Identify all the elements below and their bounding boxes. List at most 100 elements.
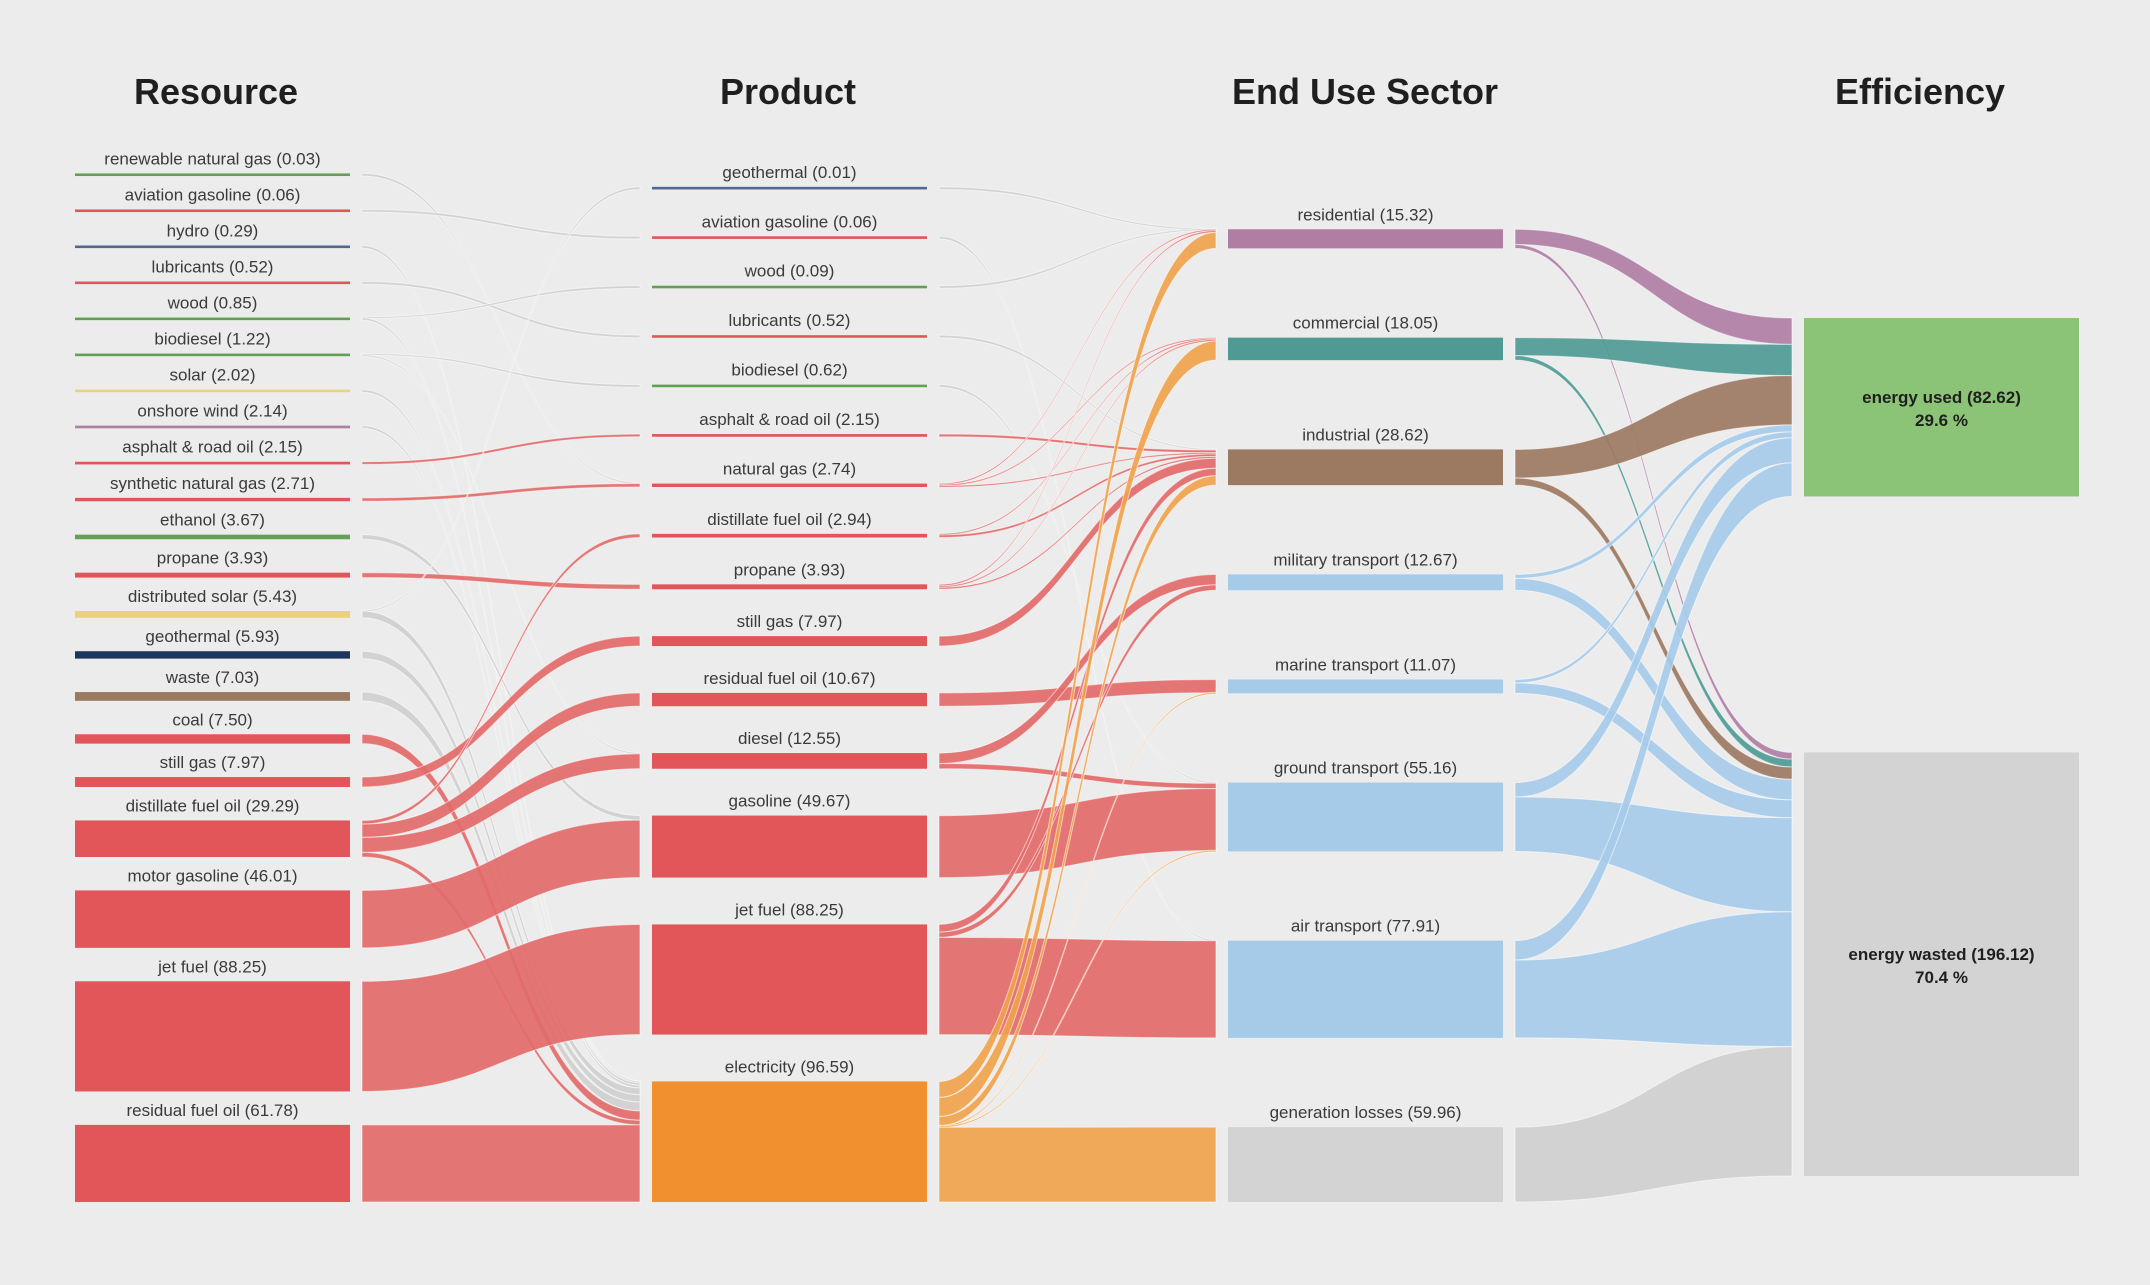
node-r_wood[interactable] bbox=[75, 317, 350, 321]
node-p_geo[interactable] bbox=[652, 186, 927, 190]
link-s_air-e_waste bbox=[1514, 911, 1793, 1048]
node-r_asph[interactable] bbox=[75, 461, 350, 465]
link-p_elec-s_gen bbox=[938, 1126, 1217, 1203]
node-label-p_prop: propane (3.93) bbox=[734, 560, 846, 579]
node-label-p_biod: biodiesel (0.62) bbox=[731, 361, 847, 380]
link-p_elec-s_gnd bbox=[938, 849, 1217, 1129]
node-label-r_prop: propane (3.93) bbox=[157, 549, 269, 568]
node-label-r_solar: solar (2.02) bbox=[170, 366, 256, 385]
node-r_resid[interactable] bbox=[75, 1124, 350, 1202]
node-r_hydro[interactable] bbox=[75, 245, 350, 249]
node-r_avgas[interactable] bbox=[75, 209, 350, 213]
node-s_com[interactable] bbox=[1228, 337, 1503, 361]
node-r_still[interactable] bbox=[75, 777, 350, 788]
link-r_dsolar-p_geo bbox=[361, 186, 641, 613]
node-label-r_avgas: aviation gasoline (0.06) bbox=[125, 185, 301, 204]
link-p_diesel-s_gnd bbox=[938, 763, 1217, 790]
node-s_ind[interactable] bbox=[1228, 449, 1503, 486]
node-r_solar[interactable] bbox=[75, 389, 350, 393]
node-p_still[interactable] bbox=[652, 636, 927, 647]
node-p_wood[interactable] bbox=[652, 285, 927, 289]
node-r_rng[interactable] bbox=[75, 173, 350, 177]
node-label-r_hydro: hydro (0.29) bbox=[167, 221, 259, 240]
efficiency-label-e_waste: energy wasted (196.12) bbox=[1848, 945, 2034, 964]
node-r_mgas[interactable] bbox=[75, 890, 350, 948]
node-label-r_lubr: lubricants (0.52) bbox=[152, 258, 274, 277]
node-label-r_wind: onshore wind (2.14) bbox=[137, 402, 287, 421]
link-r_mgas-p_gasol bbox=[361, 819, 641, 949]
node-r_lubr[interactable] bbox=[75, 281, 350, 285]
link-r_avgas-p_avgas bbox=[361, 208, 641, 240]
node-r_geo[interactable] bbox=[75, 651, 350, 659]
column-title-product: Product bbox=[720, 71, 856, 112]
node-r_waste[interactable] bbox=[75, 692, 350, 701]
node-r_biod[interactable] bbox=[75, 353, 350, 357]
link-p_jet-s_mil bbox=[938, 584, 1217, 938]
node-s_mil[interactable] bbox=[1228, 574, 1503, 591]
node-label-p_wood: wood (0.09) bbox=[744, 262, 835, 281]
node-s_air[interactable] bbox=[1228, 940, 1503, 1038]
node-label-p_diesel: diesel (12.55) bbox=[738, 729, 841, 748]
link-r_dist-p_diesel bbox=[361, 753, 641, 853]
node-label-p_resid: residual fuel oil (10.67) bbox=[704, 669, 876, 688]
node-label-s_com: commercial (18.05) bbox=[1293, 314, 1439, 333]
link-s_res-e_used bbox=[1514, 228, 1793, 345]
node-p_gasol[interactable] bbox=[652, 815, 927, 878]
node-p_biod[interactable] bbox=[652, 384, 927, 388]
node-r_prop[interactable] bbox=[75, 572, 350, 578]
node-r_dsolar[interactable] bbox=[75, 611, 350, 618]
node-r_jet[interactable] bbox=[75, 981, 350, 1092]
node-p_avgas[interactable] bbox=[652, 236, 927, 239]
node-label-p_elec: electricity (96.59) bbox=[725, 1057, 854, 1076]
column-title-end-use-sector: End Use Sector bbox=[1232, 71, 1498, 112]
node-label-p_asph: asphalt & road oil (2.15) bbox=[699, 410, 880, 429]
node-label-s_mar: marine transport (11.07) bbox=[1275, 655, 1456, 674]
node-r_coal[interactable] bbox=[75, 734, 350, 744]
column-title-resource: Resource bbox=[134, 71, 298, 112]
node-s_mar[interactable] bbox=[1228, 679, 1503, 694]
node-p_jet[interactable] bbox=[652, 924, 927, 1035]
node-s_gen[interactable] bbox=[1228, 1127, 1503, 1202]
node-p_prop[interactable] bbox=[652, 584, 927, 590]
node-label-r_mgas: motor gasoline (46.01) bbox=[127, 866, 297, 885]
node-label-p_dist: distillate fuel oil (2.94) bbox=[707, 510, 871, 529]
link-r_jet-p_jet bbox=[361, 923, 641, 1092]
node-r_wind[interactable] bbox=[75, 425, 350, 429]
node-p_lubr[interactable] bbox=[652, 335, 927, 338]
link-r_wood-p_wood bbox=[361, 285, 641, 319]
node-r_eth[interactable] bbox=[75, 534, 350, 540]
node-label-r_geo: geothermal (5.93) bbox=[145, 627, 279, 646]
node-p_ng[interactable] bbox=[652, 483, 927, 488]
node-label-r_resid: residual fuel oil (61.78) bbox=[127, 1101, 299, 1120]
link-r_prop-p_prop bbox=[361, 572, 641, 590]
link-p_elec-s_com bbox=[938, 340, 1217, 1118]
node-label-r_biod: biodiesel (1.22) bbox=[154, 330, 270, 349]
node-p_resid[interactable] bbox=[652, 692, 927, 707]
node-label-p_still: still gas (7.97) bbox=[737, 612, 843, 631]
node-s_gnd[interactable] bbox=[1228, 782, 1503, 852]
node-p_dist[interactable] bbox=[652, 533, 927, 538]
node-label-p_gasol: gasoline (49.67) bbox=[729, 792, 851, 811]
node-label-r_dist: distillate fuel oil (29.29) bbox=[126, 796, 300, 815]
link-s_air-e_used bbox=[1514, 462, 1793, 961]
link-r_sng-p_ng bbox=[361, 483, 641, 502]
link-p_geo-s_res bbox=[938, 186, 1217, 231]
node-r_sng[interactable] bbox=[75, 497, 350, 502]
node-label-r_sng: synthetic natural gas (2.71) bbox=[110, 474, 315, 493]
node-label-r_still: still gas (7.97) bbox=[160, 753, 266, 772]
node-p_asph[interactable] bbox=[652, 434, 927, 437]
link-r_lubr-p_lubr bbox=[361, 281, 641, 339]
node-s_res[interactable] bbox=[1228, 229, 1503, 249]
node-e_waste[interactable] bbox=[1804, 752, 2079, 1176]
node-label-s_gnd: ground transport (55.16) bbox=[1274, 759, 1457, 778]
node-r_dist[interactable] bbox=[75, 820, 350, 857]
node-e_used[interactable] bbox=[1804, 318, 2079, 497]
node-label-p_avgas: aviation gasoline (0.06) bbox=[702, 212, 878, 231]
link-r_dist-p_resid bbox=[361, 692, 641, 838]
link-p_elec-s_ind bbox=[938, 475, 1217, 1127]
node-label-r_wood: wood (0.85) bbox=[167, 294, 258, 313]
node-p_elec[interactable] bbox=[652, 1081, 927, 1202]
node-p_diesel[interactable] bbox=[652, 753, 927, 769]
